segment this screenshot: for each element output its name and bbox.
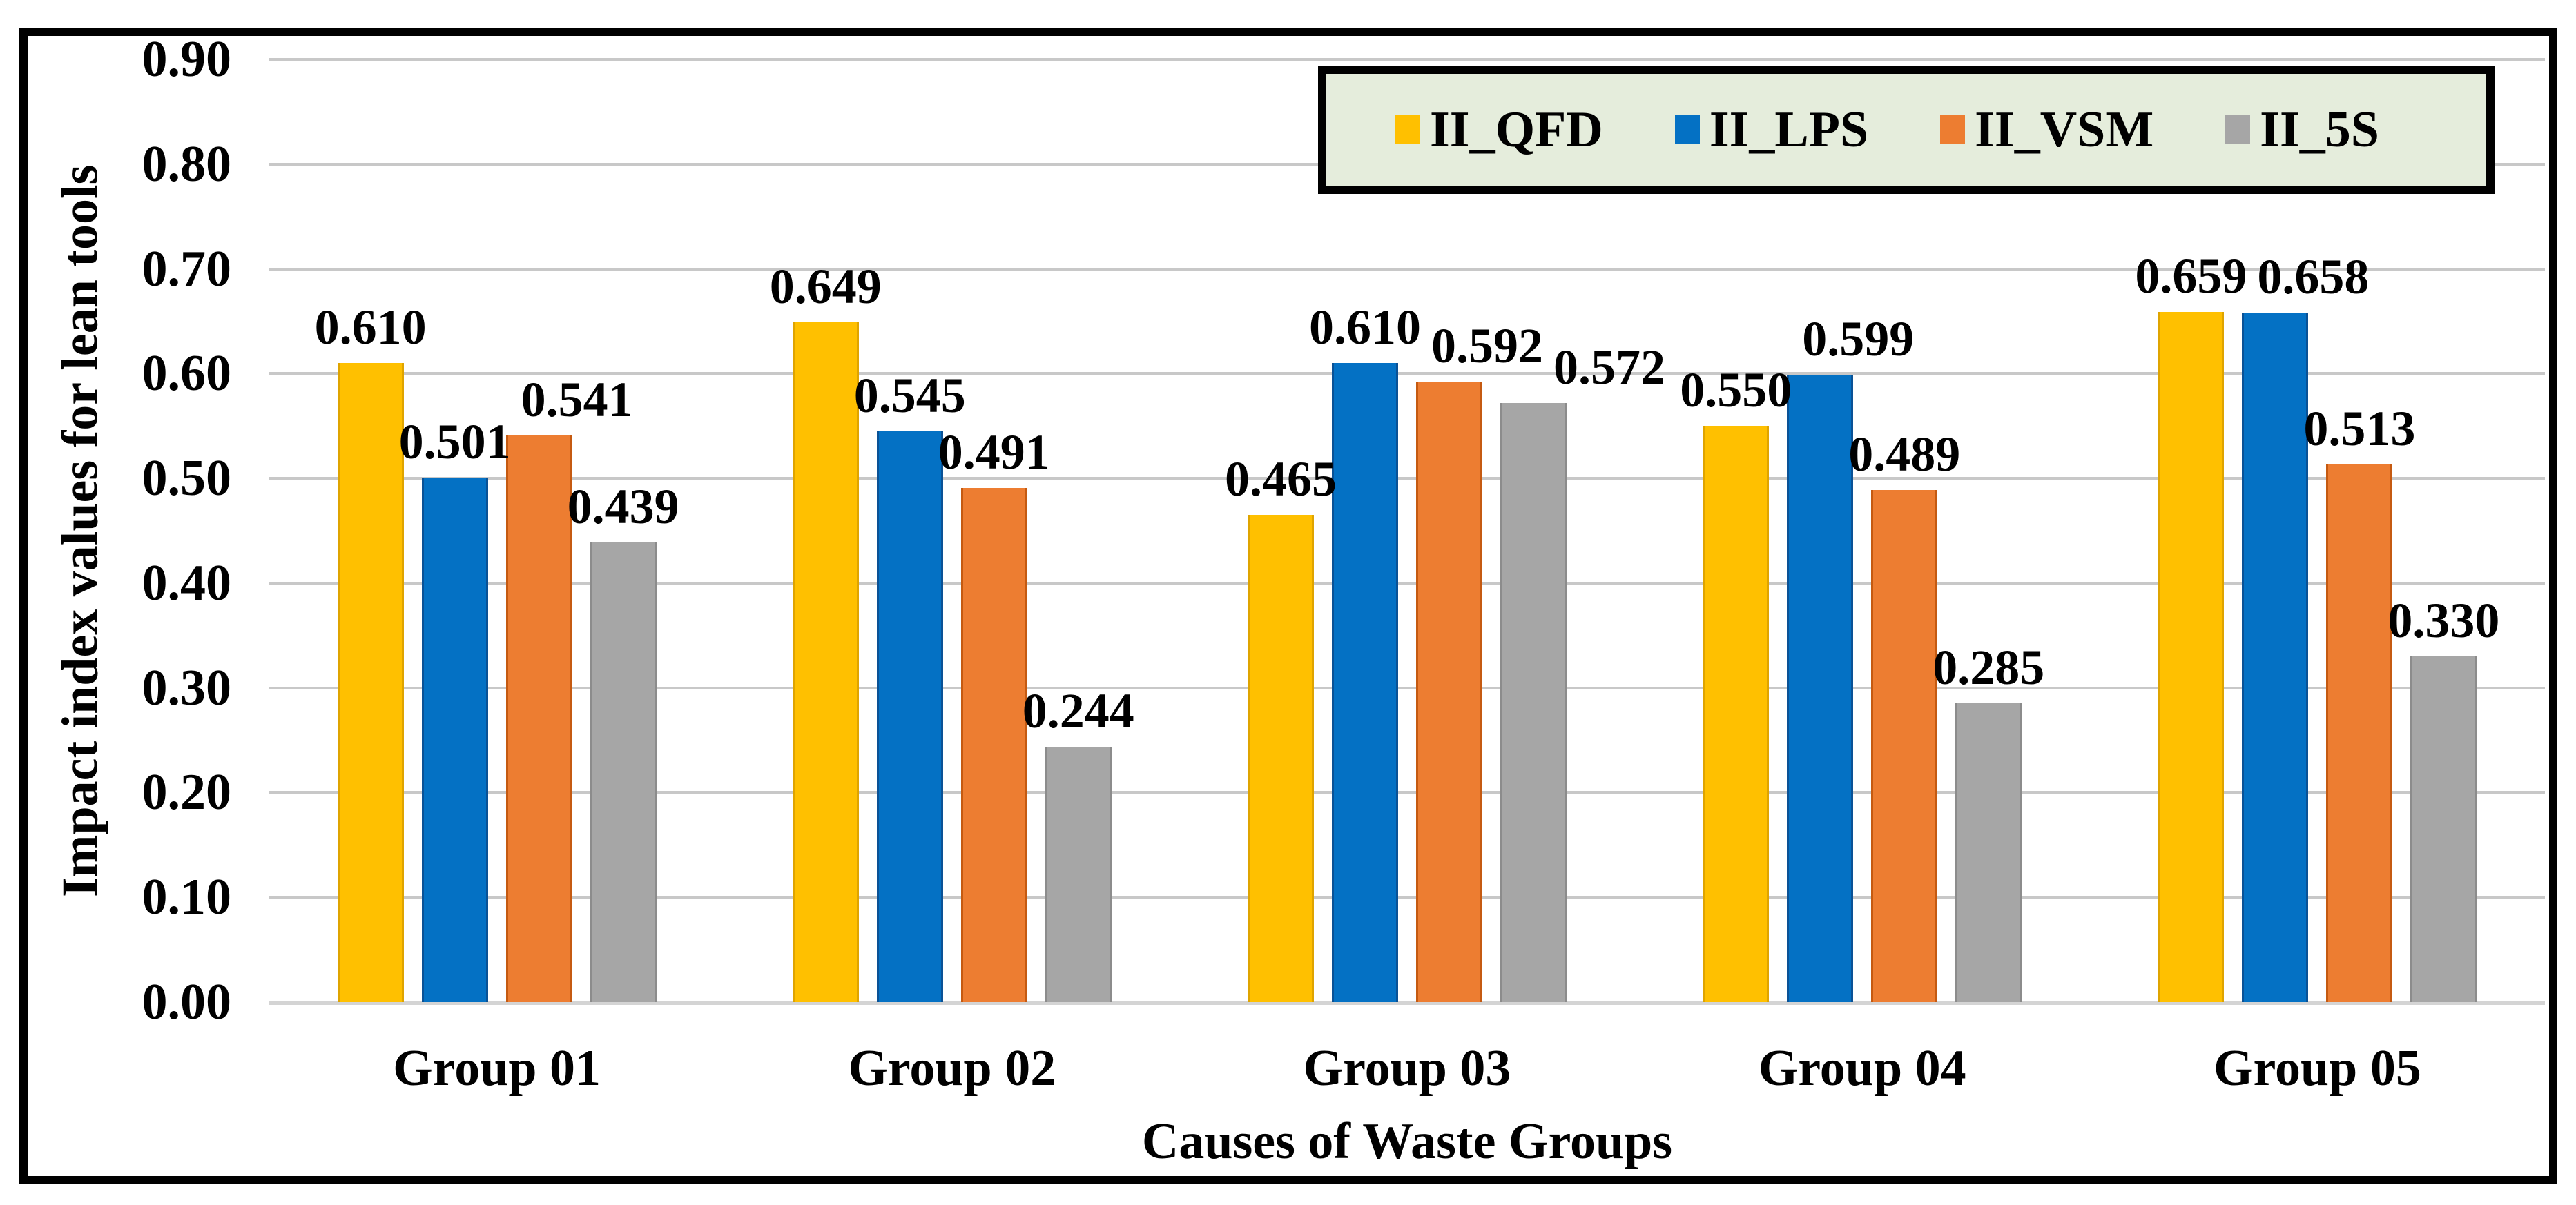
bar-value-label: 0.659 — [2135, 248, 2247, 304]
bar-value-label: 0.244 — [1022, 683, 1134, 738]
legend-label: II_VSM — [1975, 101, 2154, 158]
bar-value-label: 0.465 — [1225, 451, 1337, 507]
legend-item-II_VSM: II_VSM — [1940, 104, 2153, 155]
bar-II_VSM-Group-03 — [1416, 382, 1482, 1002]
legend-item-II_5S: II_5S — [2225, 104, 2379, 155]
bar-II_QFD-Group-01 — [337, 363, 404, 1002]
bar-II_QFD-Group-04 — [1703, 426, 1770, 1002]
bar-value-label: 0.599 — [1802, 311, 1915, 366]
bar-II_LPS-Group-04 — [1787, 374, 1854, 1002]
bar-II_5S-Group-05 — [2410, 656, 2477, 1002]
legend: II_QFD II_LPS II_VSM II_5S — [1318, 66, 2495, 194]
y-tick-label: 0.10 — [142, 869, 232, 926]
y-tick-label: 0.40 — [142, 554, 232, 611]
legend-swatch-icon — [1940, 115, 1966, 144]
gridline — [269, 686, 2545, 689]
bar-II_LPS-Group-01 — [421, 477, 488, 1002]
gridline — [269, 896, 2545, 899]
bar-value-label: 0.610 — [1309, 300, 1421, 355]
bar-II_5S-Group-04 — [1955, 703, 2022, 1002]
x-axis-title: Causes of Waste Groups — [1141, 1113, 1673, 1170]
legend-label: II_QFD — [1430, 101, 1603, 158]
bar-II_QFD-Group-05 — [2158, 311, 2225, 1002]
bar-value-label: 0.649 — [769, 258, 882, 314]
legend-label: II_5S — [2260, 101, 2379, 158]
bar-II_QFD-Group-02 — [792, 322, 859, 1002]
bar-II_LPS-Group-05 — [2242, 313, 2309, 1002]
bar-II_5S-Group-03 — [1500, 402, 1567, 1002]
legend-swatch-icon — [1395, 115, 1420, 144]
gridline — [269, 267, 2545, 271]
y-tick-label: 0.60 — [142, 345, 232, 402]
bar-II_LPS-Group-03 — [1332, 363, 1398, 1002]
gridline — [269, 477, 2545, 480]
y-tick-label: 0.20 — [142, 764, 232, 821]
x-category-label: Group 04 — [1758, 1040, 1966, 1097]
bar-II_QFD-Group-03 — [1248, 515, 1314, 1002]
y-tick-label: 0.00 — [142, 974, 232, 1030]
y-tick-label: 0.80 — [142, 135, 232, 193]
bar-II_VSM-Group-02 — [960, 487, 1027, 1002]
legend-item-II_LPS: II_LPS — [1674, 101, 1869, 158]
bar-value-label: 0.592 — [1431, 318, 1543, 374]
bar-value-label: 0.541 — [521, 371, 633, 427]
y-axis-title: Impact index values for lean tools — [52, 164, 109, 897]
bar-II_VSM-Group-05 — [2326, 464, 2393, 1002]
x-category-label: Group 03 — [1303, 1040, 1511, 1097]
bar-II_5S-Group-02 — [1045, 746, 1112, 1002]
bar-value-label: 0.439 — [567, 478, 679, 534]
bar-value-label: 0.489 — [1848, 426, 1961, 482]
y-tick-label: 0.30 — [142, 659, 232, 716]
legend-item-II_QFD: II_QFD — [1395, 104, 1603, 155]
y-tick-label: 0.90 — [142, 31, 232, 88]
gridline — [269, 58, 2545, 61]
bar-value-label: 0.572 — [1553, 339, 1665, 395]
bar-II_LPS-Group-02 — [876, 431, 943, 1002]
x-axis-line — [269, 1001, 2545, 1005]
legend-swatch-icon — [2225, 115, 2251, 144]
bar-II_VSM-Group-04 — [1871, 489, 1938, 1002]
legend-label: II_LPS — [1709, 101, 1869, 158]
bar-value-label: 0.550 — [1680, 362, 1792, 418]
bar-value-label: 0.610 — [314, 300, 427, 355]
plot-area: 0.610 0.501 0.541 0.439 0.649 0.545 0.491 0.244… — [269, 58, 2545, 1005]
x-category-label: Group 01 — [393, 1040, 601, 1097]
bar-value-label: 0.330 — [2388, 593, 2500, 649]
bar-value-label: 0.285 — [1933, 640, 2045, 696]
bar-II_5S-Group-01 — [590, 542, 657, 1002]
y-tick-label: 0.70 — [142, 240, 232, 297]
gridline — [269, 372, 2545, 375]
bar-value-label: 0.491 — [938, 424, 1050, 480]
x-category-label: Group 05 — [2213, 1040, 2421, 1097]
gridline — [269, 581, 2545, 585]
gridline — [269, 791, 2545, 794]
bar-value-label: 0.658 — [2257, 249, 2370, 305]
legend-swatch-icon — [1674, 115, 1700, 144]
bar-value-label: 0.501 — [398, 413, 511, 469]
bar-value-label: 0.545 — [853, 367, 966, 423]
bar-II_VSM-Group-01 — [505, 435, 572, 1002]
bar-value-label: 0.513 — [2303, 401, 2416, 457]
y-tick-label: 0.50 — [142, 450, 232, 507]
x-category-label: Group 02 — [848, 1040, 1056, 1097]
